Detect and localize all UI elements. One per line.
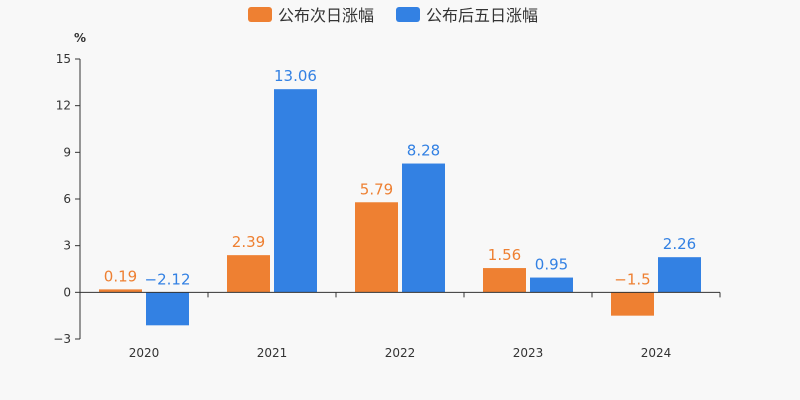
legend-swatch (248, 7, 272, 22)
y-tick-label: 12 (56, 99, 71, 113)
y-tick-label: −3 (53, 332, 71, 346)
y-tick-label: 0 (63, 285, 71, 299)
y-axis-unit: % (74, 31, 86, 45)
bar-series-1-2021 (274, 89, 317, 293)
x-tick-label: 2021 (257, 346, 288, 360)
data-label: 5.79 (360, 180, 393, 198)
x-tick-label: 2020 (129, 346, 160, 360)
bar-series-0-2024 (611, 292, 654, 316)
bar-series-1-2024 (658, 257, 701, 293)
data-label: −2.12 (145, 270, 191, 288)
data-label: 8.28 (407, 142, 440, 160)
bar-series-0-2020 (99, 289, 142, 293)
x-axis-ticks: 2020 2021 2022 2023 2024 (79, 292, 721, 360)
y-axis-ticks: −3 0 3 6 9 12 15 (53, 52, 80, 346)
bar-series-1-2023 (530, 277, 573, 293)
x-tick-label: 2023 (513, 346, 544, 360)
legend-label: 公布后五日涨幅 (426, 6, 538, 25)
bar-series-0-2023 (483, 268, 526, 293)
data-label: 1.56 (488, 246, 521, 264)
bar-series-1-2020 (146, 292, 189, 326)
data-label: 2.26 (663, 235, 696, 253)
data-label: −1.5 (614, 270, 650, 288)
legend-swatch (396, 7, 420, 22)
bar-series-1-2022 (402, 163, 445, 293)
y-tick-label: 6 (63, 192, 71, 206)
y-tick-label: 15 (56, 52, 71, 66)
x-tick-label: 2022 (385, 346, 416, 360)
data-label: 2.39 (232, 233, 265, 251)
y-tick-label: 3 (63, 239, 71, 253)
value-labels: 0.19 −2.12 2.39 13.06 5.79 8.28 1.56 0.95 −1.5 2.… (104, 67, 696, 288)
bars (99, 89, 701, 326)
legend-label: 公布次日涨幅 (278, 6, 374, 25)
data-label: 0.95 (535, 256, 568, 274)
y-tick-label: 9 (63, 145, 71, 159)
data-label: 0.19 (104, 267, 137, 285)
bar-series-0-2022 (355, 202, 398, 293)
legend: 公布次日涨幅 公布后五日涨幅 (248, 6, 538, 25)
x-tick-label: 2024 (641, 346, 672, 360)
data-label: 13.06 (274, 67, 317, 85)
bar-series-0-2021 (227, 255, 270, 293)
